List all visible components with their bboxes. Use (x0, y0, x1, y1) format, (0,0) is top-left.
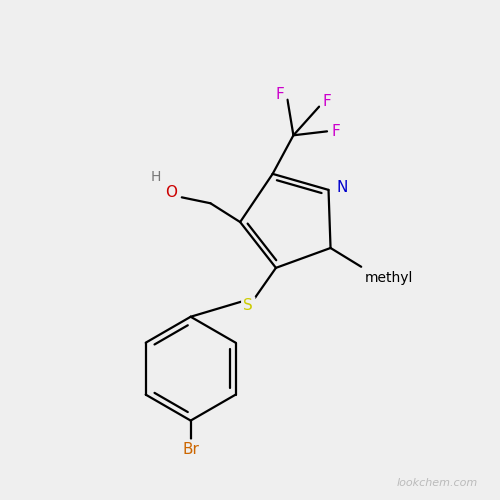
Text: F: F (275, 88, 284, 102)
Text: O: O (165, 185, 177, 200)
Text: F: F (332, 124, 340, 139)
Text: F: F (322, 94, 332, 109)
Text: H: H (151, 170, 162, 183)
Text: methyl: methyl (365, 270, 414, 284)
Text: N: N (336, 180, 348, 196)
Text: Br: Br (182, 442, 199, 457)
Text: lookchem.com: lookchem.com (396, 478, 477, 488)
Text: S: S (244, 298, 253, 313)
